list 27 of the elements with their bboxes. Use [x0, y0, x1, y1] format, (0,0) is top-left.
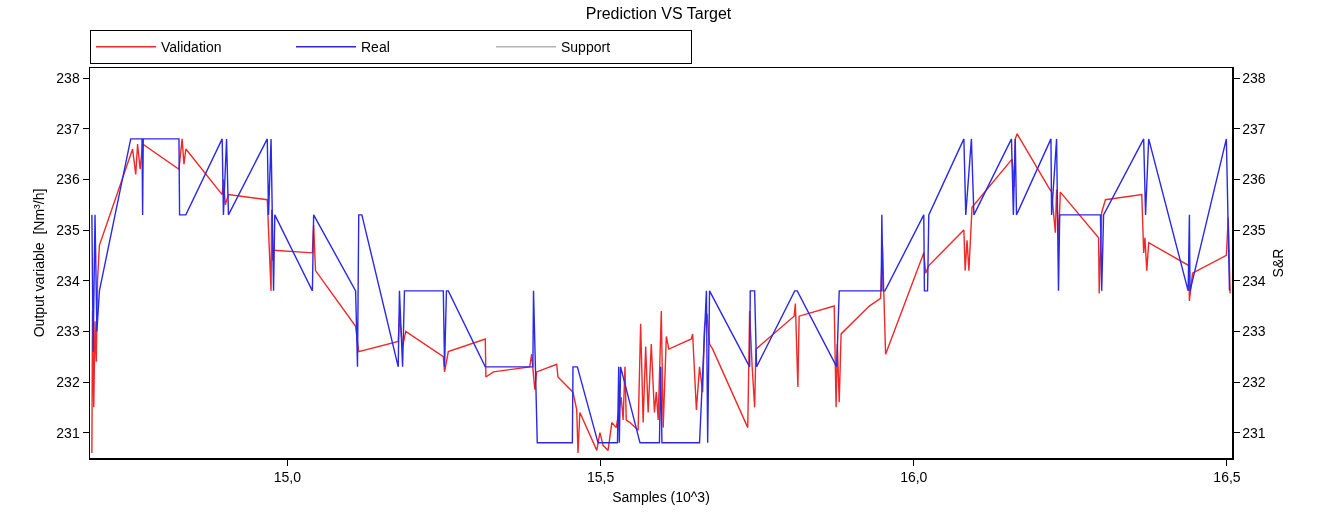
x-tick-label: 15,0	[273, 469, 302, 486]
y-tick-label: 231	[56, 424, 80, 441]
x-axis-title: Samples (10^3)	[612, 489, 710, 506]
y2-tick-label: 235	[1242, 221, 1266, 238]
y-tick-label: 237	[56, 120, 80, 137]
y2-axis-title: S&R	[1269, 248, 1286, 278]
y2-tick-label: 236	[1242, 171, 1266, 188]
chart-title: Prediction VS Target	[585, 5, 732, 23]
legend-label: Support	[561, 39, 611, 56]
y-tick-label: 232	[56, 373, 80, 390]
y2-tick-label: 238	[1242, 70, 1266, 87]
legend-label: Validation	[161, 39, 222, 56]
y-tick-label: 236	[56, 171, 80, 188]
y-tick-label: 233	[56, 323, 80, 340]
y2-tick-label: 233	[1242, 323, 1266, 340]
y2-tick-label: 231	[1242, 424, 1266, 441]
y-axis-title: Output variable [Nm³/h]	[31, 188, 48, 338]
y2-tick-label: 234	[1242, 272, 1266, 289]
y2-tick-label: 237	[1242, 120, 1266, 137]
y-tick-label: 238	[56, 70, 80, 87]
legend-label: Real	[361, 39, 390, 56]
x-tick-label: 16,5	[1213, 469, 1241, 486]
y-tick-label: 235	[56, 221, 80, 238]
x-tick-label: 16,0	[900, 469, 928, 486]
x-tick-label: 15,5	[586, 469, 615, 486]
y-tick-label: 234	[56, 272, 80, 289]
y2-tick-label: 232	[1242, 373, 1266, 390]
